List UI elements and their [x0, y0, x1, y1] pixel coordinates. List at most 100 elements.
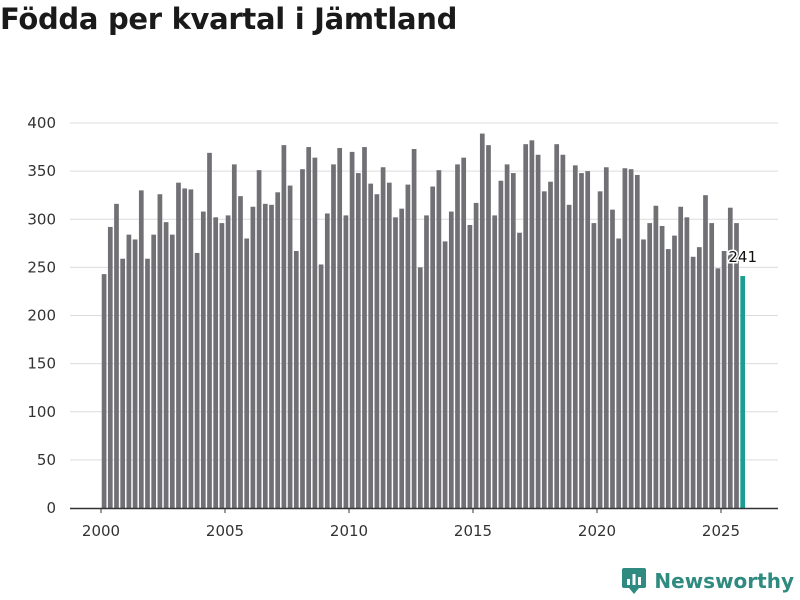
bar [417, 267, 423, 509]
bar [300, 169, 305, 508]
bar [213, 217, 219, 508]
bar [461, 157, 467, 508]
bar [442, 241, 448, 508]
x-tick-label: 2020 [578, 522, 616, 540]
bar [182, 188, 188, 508]
chart-title: Födda per kvartal i Jämtland [0, 2, 458, 36]
y-tick-label: 0 [46, 499, 56, 517]
bar [405, 184, 411, 508]
x-tick-label: 2015 [454, 522, 492, 540]
bar [622, 168, 628, 509]
bar [225, 215, 231, 508]
bar [176, 182, 181, 508]
bar [424, 215, 429, 508]
bar [641, 239, 646, 508]
bar [126, 234, 132, 508]
bar [703, 195, 708, 508]
bar [331, 164, 336, 508]
bar [145, 258, 150, 508]
bar [324, 213, 330, 509]
bar [362, 147, 367, 508]
bar [610, 209, 615, 509]
x-axis-labels: 2000 2005 2010 2015 2020 2025 [82, 508, 740, 540]
bar [498, 180, 504, 508]
bar [734, 223, 739, 508]
bar [368, 183, 374, 508]
bar [163, 222, 169, 508]
bar [554, 144, 560, 508]
bar [523, 144, 529, 508]
bar [585, 171, 591, 509]
bar [238, 196, 243, 508]
bar [188, 189, 194, 508]
bar [566, 204, 572, 508]
y-tick-label: 350 [27, 162, 56, 180]
bar [647, 223, 653, 508]
bar [120, 258, 126, 508]
bar [510, 173, 516, 509]
bar [715, 268, 721, 508]
y-tick-label: 300 [27, 210, 56, 228]
y-tick-label: 50 [37, 451, 56, 469]
bar [448, 211, 454, 509]
bar [572, 165, 578, 508]
x-tick-label: 2005 [206, 522, 244, 540]
newsworthy-logo[interactable]: Newsworthy [622, 568, 794, 594]
bar [479, 133, 485, 508]
bar [200, 211, 206, 509]
bar [256, 170, 262, 508]
bar [275, 192, 281, 509]
bar [727, 207, 733, 508]
bar [132, 239, 138, 508]
bar [467, 225, 473, 508]
y-axis-labels: 0 50 100 150 200 250 300 350 400 [27, 114, 56, 517]
bar [690, 256, 696, 508]
bar [101, 274, 107, 508]
bar [721, 251, 727, 508]
bar [492, 215, 498, 508]
bar [597, 191, 603, 508]
bar [194, 252, 200, 508]
bar [269, 204, 274, 508]
bar [684, 217, 690, 508]
bar [628, 169, 634, 508]
y-tick-label: 250 [27, 258, 56, 276]
bar [579, 173, 584, 509]
bar [343, 215, 349, 508]
bar [504, 164, 510, 508]
bar [709, 223, 715, 508]
bar [262, 203, 268, 508]
bar [473, 202, 479, 508]
gridlines [70, 122, 778, 461]
bar [678, 206, 684, 509]
bar [231, 164, 237, 508]
bar [107, 226, 113, 508]
bar [634, 174, 640, 509]
bar [138, 190, 144, 509]
bar [541, 191, 547, 508]
bar [318, 264, 324, 508]
brand-name: Newsworthy [654, 569, 794, 593]
newsworthy-icon [622, 568, 647, 594]
bar [337, 148, 343, 508]
bar [665, 249, 671, 508]
bar [219, 223, 225, 508]
bar [306, 147, 312, 508]
bar [535, 154, 541, 508]
bar [399, 208, 405, 508]
bar [244, 238, 250, 508]
bar [430, 186, 436, 508]
bar [486, 145, 491, 508]
bar [151, 234, 157, 508]
bar [517, 232, 522, 509]
bar [591, 223, 597, 508]
bar [114, 203, 119, 508]
bar [616, 238, 622, 508]
bar [560, 154, 566, 508]
bar [281, 145, 287, 508]
bar [287, 185, 293, 508]
bar [603, 167, 609, 508]
bar [169, 234, 175, 508]
y-tick-label: 100 [27, 403, 56, 421]
